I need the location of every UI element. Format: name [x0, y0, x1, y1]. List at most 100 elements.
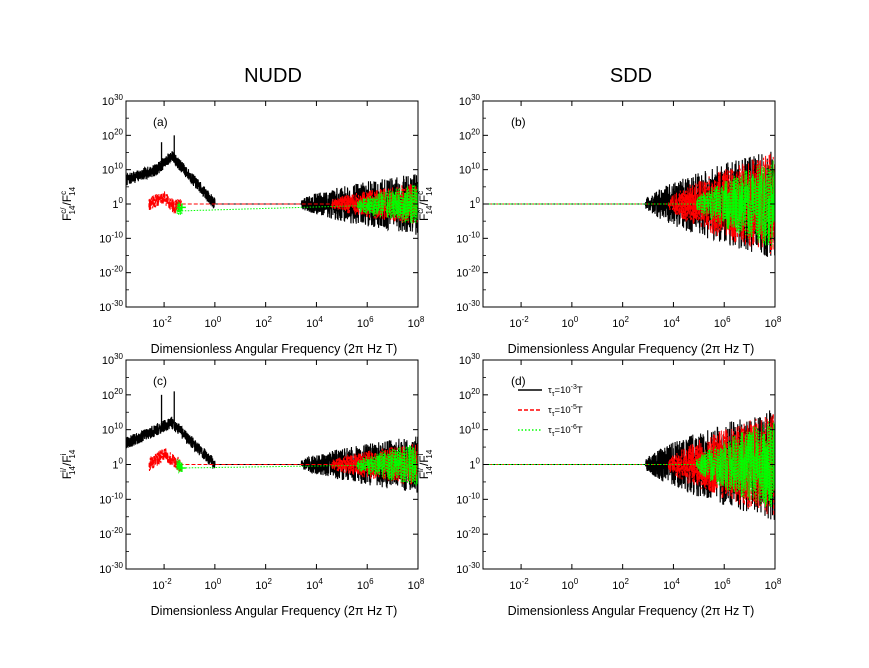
x-tick-base: 10 [408, 318, 420, 330]
x-tick-exp: 6 [369, 315, 374, 324]
y-label-part: /F [60, 195, 74, 206]
x-tick-label: 102 [612, 577, 629, 592]
y-tick-exp: 0 [476, 457, 481, 466]
legend-exp: -3 [571, 384, 577, 391]
x-tick-exp: 0 [574, 577, 579, 586]
y-tick-base: 10 [102, 165, 114, 177]
x-tick-label: 106 [357, 315, 374, 330]
legend-unit: T [577, 385, 583, 396]
x-tick-base: 10 [306, 318, 318, 330]
y-tick-base: 10 [456, 302, 468, 314]
x-tick-exp: 8 [777, 577, 782, 586]
y-tick-exp: -10 [468, 230, 480, 239]
y-tick-label: 10 [469, 457, 480, 472]
y-tick-base: 1 [112, 460, 118, 472]
y-label-part: c [416, 191, 425, 195]
y-label-part: /F [417, 195, 431, 206]
x-tick-base: 10 [765, 318, 777, 330]
y-tick-base: 10 [102, 425, 114, 437]
x-axis-label: Dimensionless Angular Frequency (2π Hz T… [151, 604, 398, 618]
y-tick-label: 10-10 [99, 230, 123, 245]
legend-tau: τ [548, 405, 552, 416]
x-tick-base: 10 [357, 580, 369, 592]
x-tick-base: 10 [306, 580, 318, 592]
y-tick-label: 1020 [102, 387, 124, 402]
y-tick-exp: 10 [471, 422, 480, 431]
y-label-part: 14 [425, 205, 434, 214]
x-tick-exp: 2 [268, 577, 273, 586]
series-line-3 [176, 183, 418, 225]
y-tick-exp: 20 [471, 387, 480, 396]
x-tick-base: 10 [408, 580, 420, 592]
y-tick-exp: 10 [114, 162, 123, 171]
y-tick-base: 10 [99, 233, 111, 245]
y-tick-base: 10 [459, 390, 471, 402]
y-tick-exp: 30 [114, 352, 123, 361]
y-tick-base: 10 [459, 96, 471, 108]
legend-tau: τ [548, 425, 552, 436]
y-tick-label: 1030 [102, 352, 124, 367]
x-axis-label: Dimensionless Angular Frequency (2π Hz T… [508, 604, 755, 618]
legend-text: =10 [555, 425, 571, 436]
y-tick-base: 10 [459, 355, 471, 367]
series-line-3 [176, 445, 418, 486]
x-tick-base: 10 [562, 318, 574, 330]
y-tick-base: 10 [456, 529, 468, 541]
x-tick-label: 10-2 [509, 315, 529, 330]
x-tick-label: 10-2 [152, 315, 172, 330]
legend-unit: T [577, 405, 583, 416]
x-tick-base: 10 [612, 580, 624, 592]
y-tick-label: 10-30 [456, 561, 480, 576]
y-tick-label: 1010 [102, 422, 124, 437]
x-tick-label: 100 [205, 315, 222, 330]
x-tick-exp: 0 [574, 315, 579, 324]
x-tick-exp: 6 [369, 577, 374, 586]
y-tick-label: 10-30 [456, 299, 480, 314]
x-tick-label: 108 [408, 577, 425, 592]
x-tick-exp: 2 [625, 315, 630, 324]
legend-label-3: ττ=10-6T [548, 424, 583, 438]
y-tick-base: 10 [456, 233, 468, 245]
legend-sub: τ [552, 391, 555, 398]
y-tick-exp: 10 [114, 422, 123, 431]
x-tick-base: 10 [255, 318, 267, 330]
y-tick-base: 10 [459, 165, 471, 177]
y-tick-base: 10 [459, 130, 471, 142]
x-tick-label: 104 [306, 577, 323, 592]
y-tick-label: 10 [112, 457, 123, 472]
y-label-part: F [60, 214, 74, 221]
y-tick-label: 10-20 [99, 526, 123, 541]
x-tick-base: 10 [152, 318, 164, 330]
x-tick-exp: 0 [217, 315, 222, 324]
y-label-part: c/ [59, 207, 68, 214]
y-label-part: 14 [68, 186, 77, 195]
x-tick-exp: 2 [625, 577, 630, 586]
x-tick-label: 102 [255, 577, 272, 592]
y-tick-label: 10-30 [99, 299, 123, 314]
panel-letter: (a) [153, 115, 168, 129]
x-tick-exp: 2 [268, 315, 273, 324]
x-tick-label: 104 [663, 315, 680, 330]
x-tick-exp: -2 [165, 315, 173, 324]
y-tick-label: 10-10 [99, 491, 123, 506]
y-label-part: F [417, 214, 431, 221]
y-tick-exp: -30 [111, 299, 123, 308]
y-label-part: 14 [68, 205, 77, 214]
series-group [483, 410, 775, 520]
x-tick-base: 10 [663, 580, 675, 592]
legend-label-2: ττ=10-5T [548, 404, 583, 418]
y-tick-base: 10 [99, 564, 111, 576]
y-label-part: 14 [68, 449, 77, 458]
y-tick-exp: -30 [468, 561, 480, 570]
x-tick-exp: 0 [217, 577, 222, 586]
y-tick-label: 1020 [102, 127, 124, 142]
y-tick-label: 1030 [102, 93, 124, 108]
y-tick-label: 1010 [459, 162, 481, 177]
y-tick-label: 10-20 [99, 265, 123, 280]
x-tick-exp: -2 [165, 577, 173, 586]
y-tick-exp: 30 [471, 93, 480, 102]
series-marker [177, 463, 186, 472]
